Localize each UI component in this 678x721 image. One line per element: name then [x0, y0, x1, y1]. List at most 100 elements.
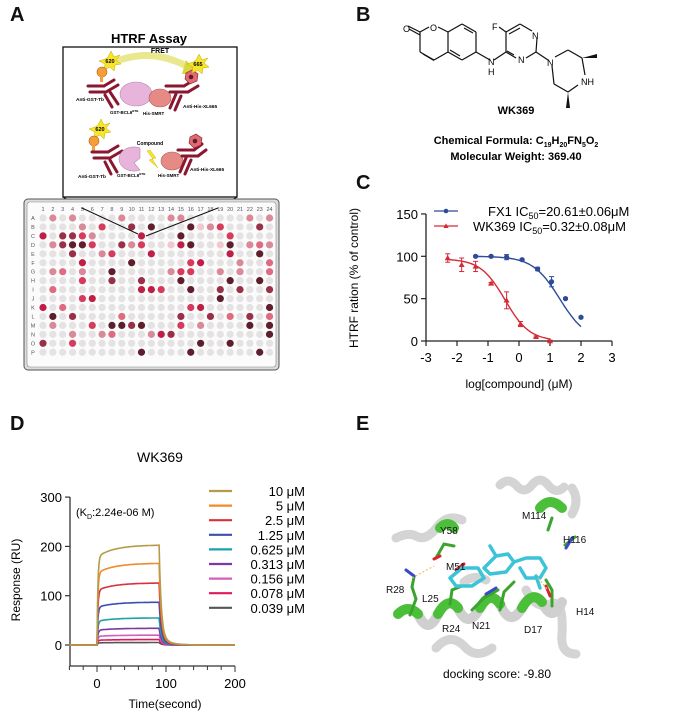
plate-well — [177, 294, 185, 303]
plate-well — [118, 303, 126, 312]
plate-well — [59, 339, 67, 347]
plate-well — [39, 286, 47, 294]
plate-well — [246, 232, 254, 240]
plate-well — [157, 214, 165, 222]
plate-well — [137, 339, 146, 347]
plate-col-label: 4 — [71, 207, 74, 213]
plate-row-label: O — [31, 341, 36, 347]
plate-well — [49, 303, 57, 312]
plate-well — [206, 241, 215, 249]
plate-well — [68, 232, 77, 240]
plate-well — [216, 321, 224, 329]
plate-well — [157, 348, 165, 356]
plate-well — [187, 286, 195, 294]
plate-well — [49, 214, 57, 222]
plate-well — [167, 241, 175, 249]
plate-well — [147, 268, 155, 276]
plate-col-label: 19 — [217, 207, 223, 213]
nitrogen-atoms — [404, 536, 574, 596]
panel-label-d: D — [10, 413, 25, 435]
plate-well — [157, 268, 165, 276]
plate-well — [236, 339, 244, 347]
callout-line-left-inner — [81, 207, 139, 235]
chart-d-xtick: 200 — [224, 676, 246, 691]
plate-well — [78, 286, 86, 294]
fret-label: FRET — [151, 48, 170, 55]
data-point — [458, 261, 465, 267]
chart-d-title: WK369 — [137, 449, 183, 465]
plate-well — [147, 303, 155, 312]
plate-well — [68, 214, 77, 222]
plate-well — [49, 330, 57, 338]
emission-620-bottom: 620 — [95, 127, 104, 133]
plate-well — [59, 312, 67, 321]
plate-well — [265, 286, 274, 294]
gst-bcl6-protein-top — [119, 81, 153, 107]
plate-col-label: 17 — [198, 207, 204, 213]
chart-d-legend: 10 μM5 μM2.5 μM1.25 μM0.625 μM0.313 μM0.… — [209, 484, 305, 616]
plate-well — [128, 259, 136, 267]
plate-col-label: 22 — [247, 207, 253, 213]
plate-well — [157, 241, 165, 249]
plate-well — [226, 339, 234, 347]
plate-well — [98, 294, 106, 303]
chart-c-xtick: 3 — [608, 350, 615, 365]
panel-label-b: B — [356, 4, 371, 26]
plate-well — [157, 294, 165, 303]
plate-well — [147, 339, 155, 347]
plate-well — [118, 286, 126, 294]
plate-well — [68, 259, 77, 267]
assay-inset-box — [62, 46, 238, 198]
label-gst-bcl6-top: GST-BCL6BTB — [110, 109, 139, 115]
plate-well — [39, 312, 47, 321]
chart-c-xtick: -1 — [482, 350, 494, 365]
plate-well — [147, 241, 155, 249]
plate-well — [265, 321, 274, 329]
plate-well — [108, 312, 116, 321]
plate-well — [137, 348, 146, 356]
plate-well — [49, 241, 57, 249]
protein-ribbon-front — [398, 497, 562, 625]
plate-well — [265, 294, 274, 303]
burst-665 — [186, 53, 210, 75]
residue-r24: R24 — [442, 624, 461, 635]
residue-d17: D17 — [524, 625, 543, 636]
data-point — [519, 257, 525, 263]
plate-well — [226, 214, 234, 222]
sensorgram-curve — [69, 617, 235, 646]
label-anti-gst-bottom: Anti-GST-Tb — [78, 174, 106, 180]
plate-well — [236, 241, 244, 249]
plate-well — [187, 277, 195, 285]
plate-well — [236, 232, 244, 240]
plate-well — [157, 223, 165, 231]
plate-well — [197, 250, 205, 258]
plate-well — [137, 232, 146, 240]
chart-d-ytick: 100 — [40, 589, 62, 604]
data-point — [578, 314, 584, 320]
plate-well — [177, 286, 185, 294]
plate-row-label: E — [31, 252, 35, 258]
chart-c-series — [444, 253, 584, 344]
plate-well — [187, 259, 195, 267]
plate-col-label: 18 — [207, 207, 213, 213]
plate-well — [128, 268, 136, 276]
plate-well — [39, 259, 47, 267]
plate-well — [49, 268, 57, 276]
plate-col-label: 1 — [41, 207, 44, 213]
plate-well — [216, 214, 224, 222]
plate-well — [187, 294, 195, 303]
plate-well — [246, 330, 254, 338]
plate-well — [177, 259, 185, 267]
plate-well — [226, 268, 234, 276]
plate-well — [256, 223, 264, 231]
htrf-title: HTRF Assay — [111, 31, 188, 46]
data-point — [517, 321, 524, 327]
plate-well — [147, 277, 155, 285]
plate-well — [39, 277, 47, 285]
data-point — [535, 266, 541, 272]
plate-well — [236, 223, 244, 231]
chart-d-ytick: 300 — [40, 490, 62, 505]
atom-nh-piperazine: NH — [581, 77, 594, 87]
plate-well — [98, 232, 106, 240]
plate-well — [108, 286, 116, 294]
